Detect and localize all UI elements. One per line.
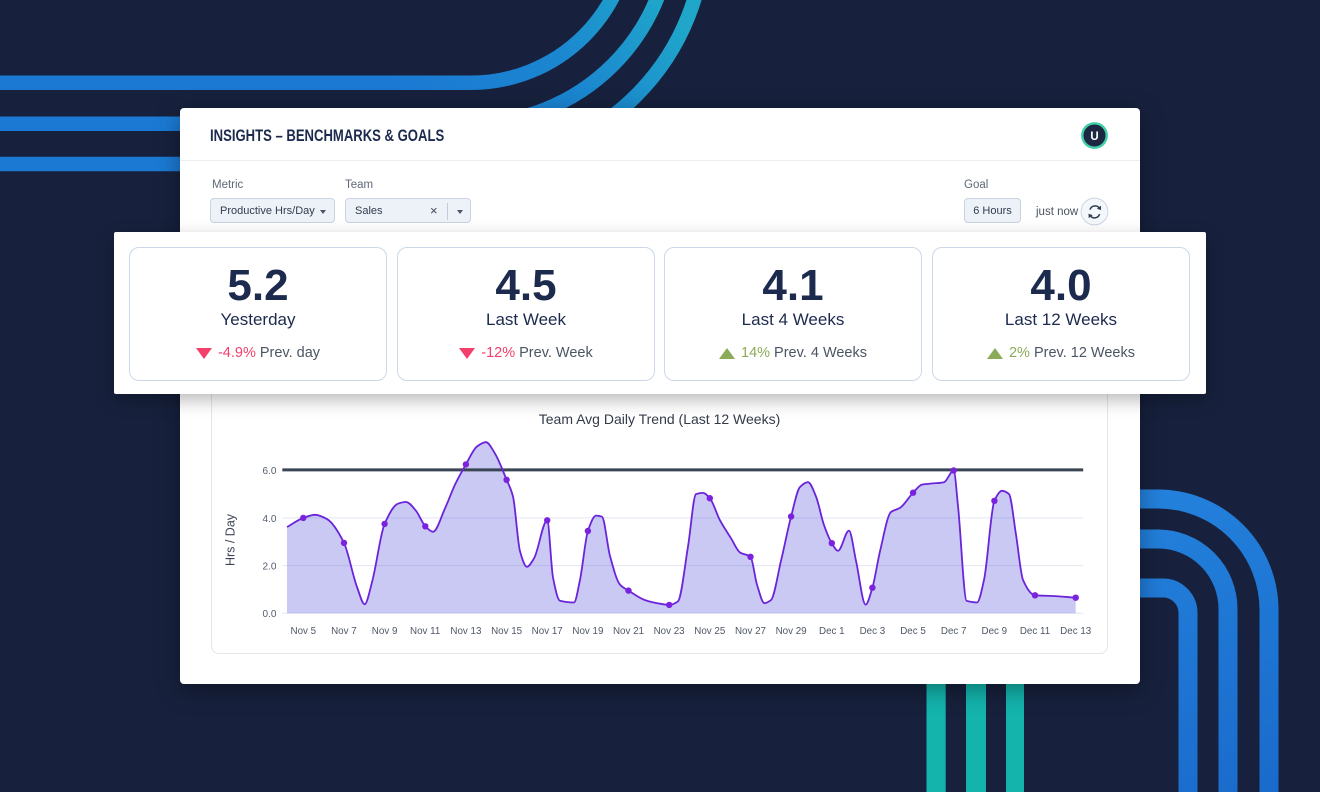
svg-text:Dec 7: Dec 7 <box>941 626 967 637</box>
svg-text:Nov 19: Nov 19 <box>572 626 603 637</box>
svg-text:Nov 15: Nov 15 <box>491 626 523 637</box>
svg-text:Dec 3: Dec 3 <box>860 626 886 637</box>
svg-text:Nov 27: Nov 27 <box>735 626 766 637</box>
svg-text:Nov 5: Nov 5 <box>291 626 317 637</box>
svg-text:Nov 17: Nov 17 <box>532 626 563 637</box>
svg-text:Nov 25: Nov 25 <box>694 626 726 637</box>
svg-text:U: U <box>1090 131 1098 143</box>
svg-text:Nov 21: Nov 21 <box>613 626 644 637</box>
svg-text:Nov 13: Nov 13 <box>450 626 482 637</box>
svg-text:Dec 9: Dec 9 <box>982 626 1008 637</box>
svg-text:Nov 23: Nov 23 <box>654 626 686 637</box>
svg-text:4.0: 4.0 <box>262 514 276 525</box>
svg-text:Dec 1: Dec 1 <box>819 626 845 637</box>
svg-text:Nov 7: Nov 7 <box>331 626 357 637</box>
svg-text:Dec 11: Dec 11 <box>1020 626 1050 637</box>
svg-text:2.0: 2.0 <box>262 562 276 573</box>
svg-text:Dec 13: Dec 13 <box>1060 626 1092 637</box>
svg-text:Nov 11: Nov 11 <box>410 626 440 637</box>
svg-text:Nov 9: Nov 9 <box>372 626 398 637</box>
svg-text:6.0: 6.0 <box>262 466 276 477</box>
svg-text:Nov 29: Nov 29 <box>776 626 807 637</box>
svg-text:Hrs / Day: Hrs / Day <box>223 513 237 566</box>
svg-text:0.0: 0.0 <box>262 609 276 620</box>
svg-text:Dec 5: Dec 5 <box>900 626 926 637</box>
